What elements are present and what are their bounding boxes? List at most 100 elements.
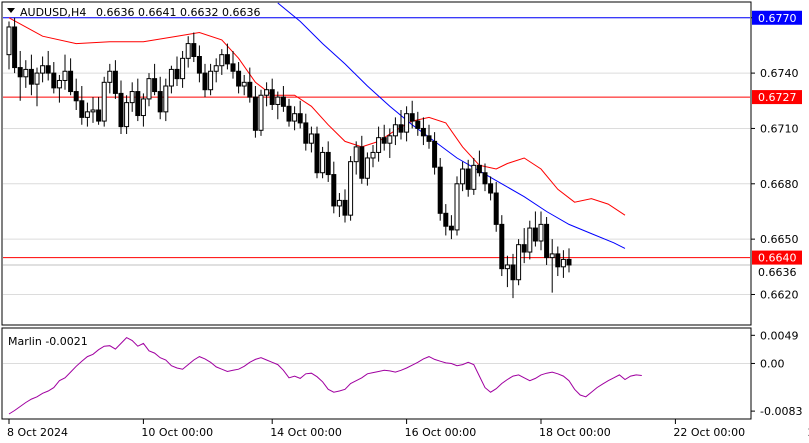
candle	[488, 176, 494, 201]
candle	[538, 211, 544, 251]
candle-body	[387, 135, 393, 144]
candle-body	[336, 199, 342, 207]
level-price-tag	[752, 250, 802, 265]
candle-body	[140, 98, 146, 117]
candle	[426, 124, 432, 149]
candle-body	[280, 96, 286, 107]
candle	[482, 163, 488, 192]
candle	[174, 56, 180, 87]
candle-body	[376, 137, 382, 153]
candle	[392, 117, 398, 146]
candle-body	[560, 258, 566, 268]
candle	[521, 228, 527, 264]
candle-body	[555, 253, 561, 268]
candle-body	[96, 109, 102, 122]
candle-body	[252, 96, 258, 131]
candle-body	[269, 89, 275, 105]
candle-body	[292, 113, 298, 122]
candle	[448, 215, 454, 240]
candle-body	[90, 109, 96, 113]
candle-body	[521, 244, 527, 253]
candle	[297, 100, 303, 129]
candle-body	[308, 133, 314, 144]
horizontal-levels[interactable]	[3, 17, 750, 266]
indicator-tick-label: 0.00	[760, 357, 785, 370]
symbol-label: AUDUSD,H4	[20, 6, 86, 19]
candle-body	[320, 151, 326, 174]
dropdown-triangle-icon[interactable]	[7, 8, 15, 13]
candle	[376, 126, 382, 162]
candle	[516, 239, 522, 286]
marlin-line	[8, 336, 642, 415]
candle	[79, 86, 85, 125]
candle	[241, 74, 247, 96]
candle	[17, 50, 23, 101]
candle	[96, 97, 102, 125]
time-tick-label: 24 Oct 00:00	[808, 426, 809, 439]
candle-body	[258, 94, 264, 131]
candle	[342, 189, 348, 223]
candle	[68, 58, 74, 96]
candle	[168, 65, 174, 94]
price-tick-label: 0.6620	[760, 288, 799, 301]
candle-body	[196, 56, 202, 74]
candle	[331, 161, 337, 214]
time-tick-label: 22 Oct 00:00	[673, 426, 745, 439]
candle-body	[482, 172, 488, 185]
candle-body	[180, 57, 186, 80]
current-price-label: 0.6636	[758, 266, 797, 279]
candle-body	[370, 151, 376, 159]
candle	[348, 156, 354, 221]
candle-body	[314, 133, 320, 174]
candle	[325, 141, 331, 182]
candle	[409, 100, 415, 129]
candle	[499, 215, 505, 277]
candle	[101, 76, 107, 127]
price-tick-label: 0.6710	[760, 122, 799, 135]
candle	[370, 145, 376, 168]
candle	[84, 102, 90, 127]
candle	[196, 45, 202, 83]
candle-body	[174, 68, 180, 80]
candle	[314, 126, 320, 179]
candle-body	[443, 212, 449, 227]
candle-body	[185, 43, 191, 59]
candle-body	[135, 91, 141, 117]
candle	[465, 159, 471, 197]
candle	[118, 80, 124, 134]
price-pane-border	[1, 1, 752, 326]
candle	[180, 50, 186, 88]
moving-average-line	[8, 17, 626, 216]
candle	[152, 63, 158, 96]
candle-body	[34, 72, 40, 85]
candle	[129, 82, 135, 112]
price-tick-label: 0.6740	[760, 67, 799, 80]
candle	[432, 132, 438, 175]
marlin-series-line	[8, 336, 642, 415]
level-price-tag	[752, 90, 802, 105]
candle-body	[493, 192, 499, 225]
candle	[286, 98, 292, 127]
candle	[353, 141, 359, 175]
candle-body	[191, 43, 197, 58]
candle	[560, 250, 566, 278]
candle	[112, 60, 118, 99]
candle	[157, 76, 163, 120]
candle-body	[353, 146, 359, 163]
candle	[185, 36, 191, 68]
candle	[549, 239, 555, 293]
candle-body	[62, 70, 68, 81]
candle	[51, 62, 57, 94]
candle	[280, 86, 286, 112]
candle-body	[342, 199, 348, 216]
candle-body	[219, 54, 225, 67]
indicator-tick-label: 0.0049	[760, 329, 799, 342]
candle-body	[420, 127, 426, 137]
candle	[219, 49, 225, 75]
candle-body	[331, 174, 337, 207]
candle-body	[168, 68, 174, 87]
candle	[45, 50, 51, 81]
candle-body	[359, 146, 365, 179]
time-tick-label: 18 Oct 00:00	[539, 426, 611, 439]
